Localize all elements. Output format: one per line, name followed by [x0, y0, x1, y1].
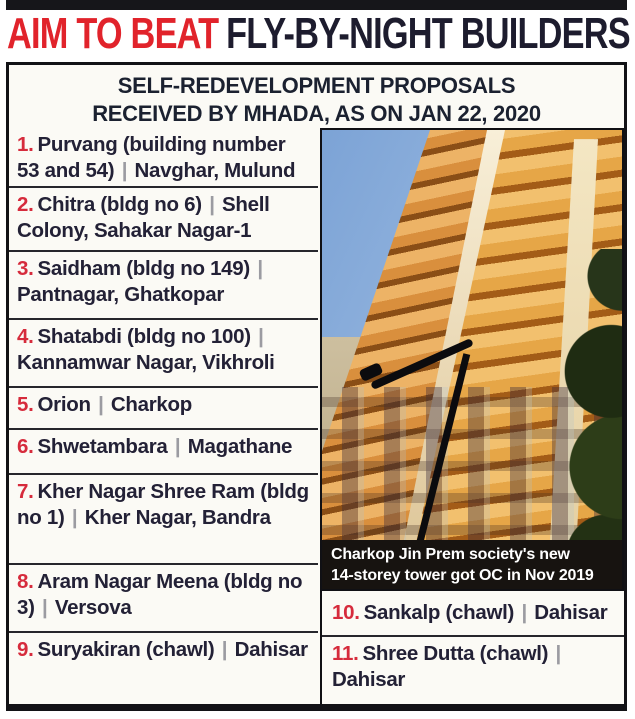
proposals-list-right: 10. Sankalp (chawl) | Dahisar 11. Shree Du… [320, 591, 624, 704]
item-location: Shell Colony, Sahakar Nagar-1 [17, 193, 270, 242]
list-item: 10. Sankalp (chawl) | Dahisar [322, 591, 624, 637]
list-item: 7. Kher Nagar Shree Ram (bldg no 1) | Khe… [9, 475, 318, 565]
item-number: 8. [17, 570, 34, 593]
item-name: Kher Nagar Shree Ram (bldg no 1) [17, 480, 309, 529]
item-location: Dahisar [534, 601, 608, 624]
caption-line-1: Charkop Jin Prem society's new [331, 546, 570, 563]
item-name: Purvang (building number 53 and 54) [17, 133, 286, 182]
item-name: Orion [37, 393, 91, 416]
item-number: 3. [17, 257, 34, 280]
separator: | [221, 638, 228, 661]
tree-foliage [514, 249, 622, 589]
separator: | [98, 393, 104, 416]
separator: | [174, 435, 181, 458]
panel-subtitle: SELF-REDEVELOPMENT PROPOSALS RECEIVED BY… [9, 65, 624, 128]
photo-column: Charkop Jin Prem society's new 14-storey… [320, 128, 624, 704]
separator: | [209, 193, 215, 216]
list-item: 5. Orion | Charkop [9, 388, 318, 430]
item-name: Shwetambara [37, 435, 168, 458]
list-item: 2. Chitra (bldg no 6) | Shell Colony, Sah… [9, 188, 318, 252]
subtitle-line-2: RECEIVED BY MHADA, AS ON JAN 22, 2020 [92, 100, 541, 126]
item-location: Magathane [187, 435, 293, 458]
item-name: Chitra (bldg no 6) [37, 193, 203, 216]
separator: | [71, 505, 78, 529]
item-location: Navghar, Mulund [134, 158, 296, 182]
list-item: 4. Shatabdi (bldg no 100) | Kannamwar Nag… [9, 320, 318, 388]
item-number: 5. [17, 393, 34, 416]
list-item: 3. Saidham (bldg no 149) | Pantnagar, Gha… [9, 252, 318, 320]
item-location: Kher Nagar, Bandra [84, 505, 271, 529]
top-rule [6, 0, 627, 10]
item-number: 4. [17, 325, 34, 348]
item-name: Suryakiran (chawl) [37, 638, 215, 661]
item-location: Versova [54, 595, 132, 619]
separator: | [121, 158, 128, 182]
headline-red-text: AIM TO BEAT [7, 12, 219, 56]
item-location: Kannamwar Nagar, Vikhroli [17, 350, 275, 374]
photo-caption: Charkop Jin Prem society's new 14-storey… [322, 540, 622, 589]
item-location: Pantnagar, Ghatkopar [17, 282, 225, 306]
item-number: 11. [332, 642, 359, 665]
separator: | [555, 642, 562, 665]
item-name: Shree Dutta (chawl) [362, 642, 549, 665]
item-name: Saidham (bldg no 149) [37, 257, 251, 280]
item-number: 7. [17, 480, 34, 503]
list-item: 11. Shree Dutta (chawl) | Dahisar [322, 637, 624, 704]
subtitle-line-1: SELF-REDEVELOPMENT PROPOSALS [117, 73, 516, 98]
list-item: 8. Aram Nagar Meena (bldg no 3) | Versova [9, 565, 318, 633]
separator: | [258, 325, 264, 348]
item-number: 6. [17, 435, 34, 458]
headline-black-text: FLY-BY-NIGHT BUILDERS [226, 12, 631, 56]
item-number: 9. [17, 638, 34, 661]
item-number: 10. [332, 601, 360, 624]
item-name: Shatabdi (bldg no 100) [37, 325, 252, 348]
item-name: Aram Nagar Meena (bldg no 3) [17, 570, 303, 619]
proposals-list-left: 1. Purvang (building number 53 and 54) | … [9, 128, 318, 704]
item-name: Sankalp (chawl) [363, 601, 515, 624]
item-location: Dahisar [234, 638, 308, 661]
item-number: 1. [17, 133, 34, 156]
separator: | [521, 601, 527, 624]
separator: | [257, 257, 263, 280]
item-location: Charkop [110, 393, 192, 416]
panel-content: 1. Purvang (building number 53 and 54) | … [9, 128, 624, 704]
list-item: 9. Suryakiran (chawl) | Dahisar [9, 633, 318, 704]
list-item: 1. Purvang (building number 53 and 54) | … [9, 128, 318, 188]
separator: | [42, 595, 48, 619]
item-location: Dahisar [332, 667, 406, 691]
proposals-panel: SELF-REDEVELOPMENT PROPOSALS RECEIVED BY… [6, 62, 627, 711]
list-item: 6. Shwetambara | Magathane [9, 430, 318, 475]
headline: AIM TO BEAT FLY-BY-NIGHT BUILDERS [7, 12, 635, 56]
building-photo: Charkop Jin Prem society's new 14-storey… [320, 128, 624, 591]
caption-line-2: 14-storey tower got OC in Nov 2019 [331, 566, 594, 584]
item-number: 2. [17, 193, 34, 216]
